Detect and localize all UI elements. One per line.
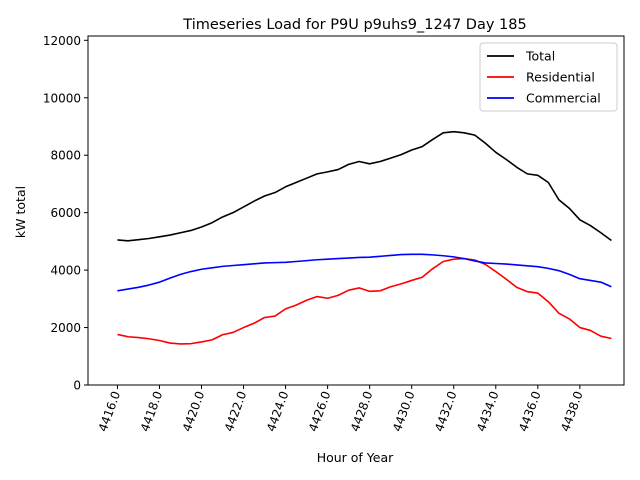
legend: Total Residential Commercial (479, 42, 618, 112)
y-tick-label: 8000 (50, 149, 81, 163)
y-tick-label: 12000 (43, 34, 81, 48)
legend-label-commercial: Commercial (526, 91, 601, 106)
chart-title: Timeseries Load for P9U p9uhs9_1247 Day … (182, 17, 526, 33)
series-line-residential (117, 257, 612, 345)
legend-box (479, 42, 618, 112)
y-tick-label: 0 (73, 379, 81, 393)
axes-frame (87, 35, 625, 386)
y-axis-label: kW total (13, 186, 28, 238)
y-tick-label: 2000 (50, 321, 81, 335)
y-tick-label: 6000 (50, 206, 81, 220)
y-tick-label: 10000 (43, 91, 81, 105)
series-line-commercial (117, 253, 612, 292)
y-tick-label: 4000 (50, 264, 81, 278)
legend-label-total: Total (525, 49, 555, 64)
series-line-total (117, 130, 612, 242)
x-axis-label: Hour of Year (317, 450, 394, 465)
legend-label-residential: Residential (526, 70, 595, 85)
